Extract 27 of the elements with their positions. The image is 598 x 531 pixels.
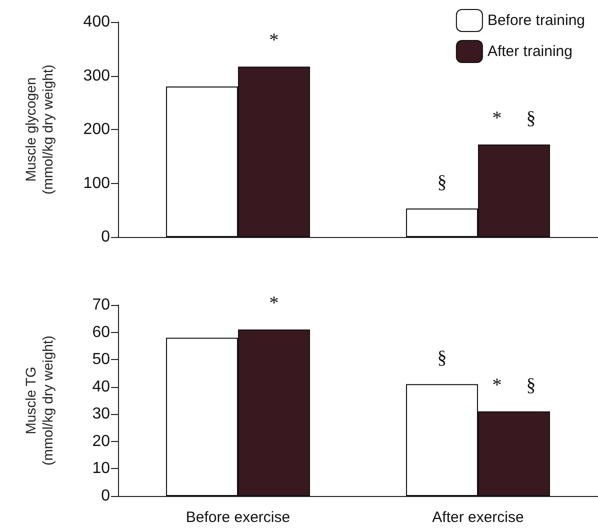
- annotation: §: [526, 374, 536, 396]
- legend-label: Before training: [487, 12, 586, 29]
- y-axis-title: Muscle glycogen (mmol/kg dry weight): [22, 64, 56, 194]
- x-tick-label: After exercise: [432, 509, 524, 526]
- annotation: *: [492, 374, 502, 396]
- annotation: §: [526, 108, 536, 130]
- y-tick-label: 0: [101, 488, 110, 504]
- y-tick-label: 60: [92, 324, 110, 341]
- y-tick-label: 20: [92, 432, 110, 450]
- annotation: *: [492, 108, 502, 130]
- annotation: *: [269, 30, 279, 52]
- annotation: *: [269, 293, 279, 314]
- y-axis-title: Muscle TG (mmol/kg dry weight): [22, 336, 56, 466]
- y-tick-label: 70: [92, 296, 110, 314]
- y-tick-label: 30: [92, 406, 110, 423]
- annotation: §: [437, 348, 447, 369]
- y-tick-label: 0: [101, 228, 110, 246]
- y-tick-label: 400: [83, 14, 110, 30]
- y-tick-label: 200: [83, 121, 110, 138]
- x-tick-label: Before exercise: [186, 509, 290, 526]
- annotation: §: [437, 172, 447, 194]
- y-tick-label: 40: [92, 378, 110, 396]
- y-tick-label: 300: [83, 67, 110, 84]
- y-tick-label: 10: [92, 460, 110, 478]
- y-tick-label: 50: [92, 351, 110, 368]
- y-tick-label: 100: [83, 174, 110, 192]
- legend-label: After training: [487, 43, 572, 60]
